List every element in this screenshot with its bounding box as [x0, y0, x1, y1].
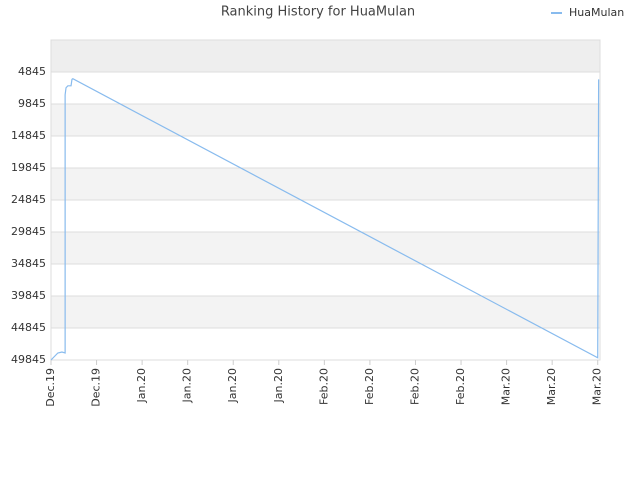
y-tick-label: 9845 — [18, 97, 46, 110]
x-tick-label: Feb.20 — [408, 368, 421, 405]
chart-title: Ranking History for HuaMulan — [221, 5, 415, 20]
plot-band — [51, 264, 600, 296]
plot-band — [51, 104, 600, 136]
x-tick-label: Mar.20 — [545, 368, 558, 405]
x-tick-label: Mar.20 — [591, 368, 604, 405]
y-tick-label: 29845 — [11, 225, 46, 238]
x-tick-label: Jan.20 — [226, 368, 239, 403]
x-tick-label: Dec.19 — [44, 368, 57, 407]
y-tick-label: 14845 — [11, 129, 46, 142]
plot-band — [51, 328, 600, 360]
y-tick-label: 39845 — [11, 289, 46, 302]
y-tick-label: 44845 — [11, 321, 46, 334]
x-tick-label: Jan.20 — [135, 368, 148, 403]
plot-band — [51, 200, 600, 232]
x-tick-label: Jan.20 — [272, 368, 285, 403]
plot-band — [51, 40, 600, 72]
y-tick-label: 19845 — [11, 161, 46, 174]
series-line — [50, 78, 600, 361]
plot-band — [51, 168, 600, 200]
x-tick-label: Jan.20 — [181, 368, 194, 403]
x-tick-label: Feb.20 — [317, 368, 330, 405]
plot-band — [51, 72, 600, 104]
plot-band — [51, 136, 600, 168]
x-tick-label: Mar.20 — [500, 368, 513, 405]
plot-band — [51, 296, 600, 328]
x-tick-label: Feb.20 — [363, 368, 376, 405]
y-tick-label: 34845 — [11, 257, 46, 270]
x-tick-label: Feb.20 — [454, 368, 467, 405]
y-tick-label: 24845 — [11, 193, 46, 206]
y-tick-label: 4845 — [18, 65, 46, 78]
x-tick-label: Dec.19 — [90, 368, 103, 407]
y-tick-label: 49845 — [11, 353, 46, 366]
legend-label: HuaMulan — [569, 6, 624, 19]
plot-band — [51, 232, 600, 264]
